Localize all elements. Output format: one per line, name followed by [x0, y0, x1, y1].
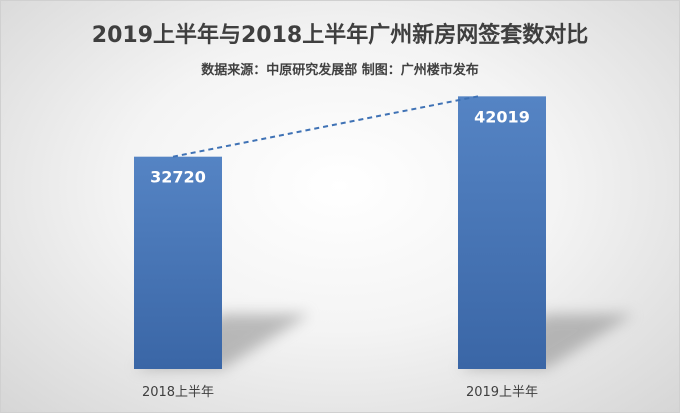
- x-tick-label: 2019上半年: [466, 385, 538, 400]
- bar-2019上半年: [458, 96, 546, 369]
- data-label: 32720: [150, 168, 206, 187]
- bar-2018上半年: [134, 156, 222, 369]
- chart-title: 2019上半年与2018上半年广州新房网签套数对比: [91, 23, 589, 48]
- data-label: 42019: [474, 107, 530, 126]
- chart-subtitle: 数据来源：中原研究发展部 制图：广州楼市发布: [201, 63, 479, 78]
- x-tick-label: 2018上半年: [142, 385, 214, 400]
- trend-line: [172, 95, 479, 158]
